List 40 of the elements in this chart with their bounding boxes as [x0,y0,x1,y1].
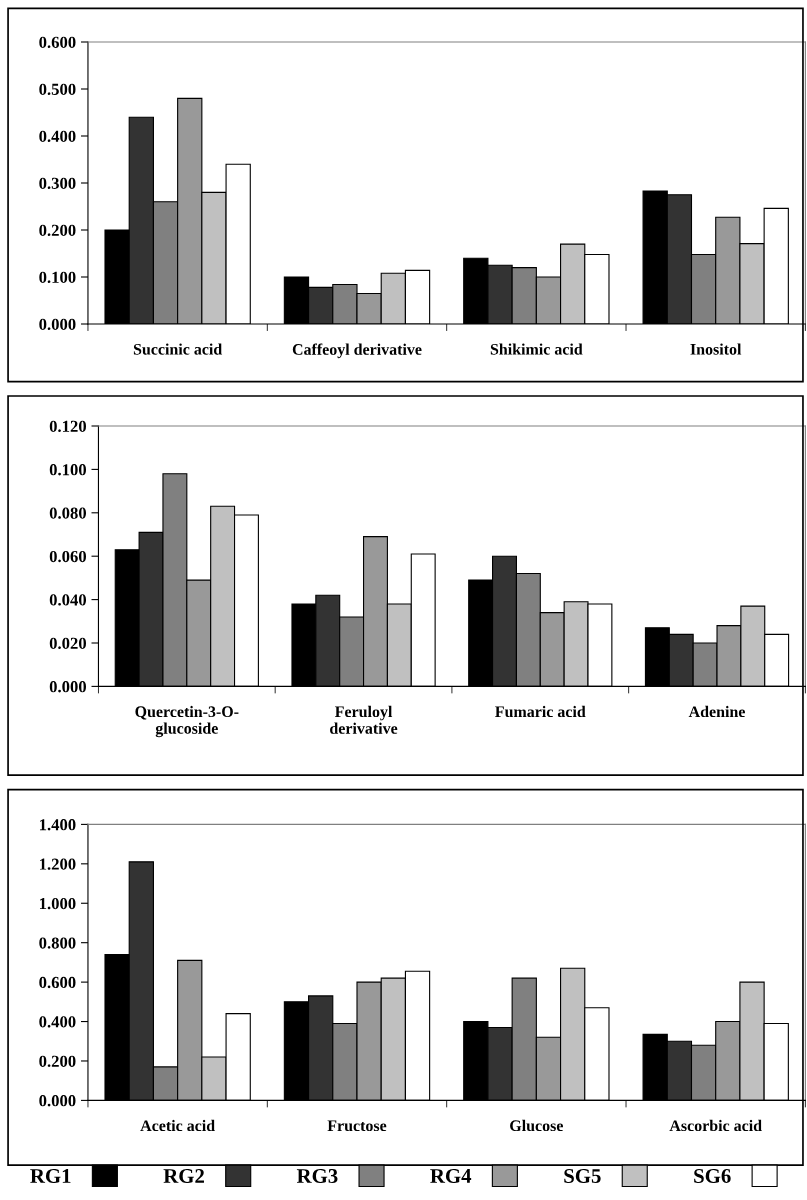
y-tick-label: 0.600 [39,36,76,49]
y-tick-label: 0.400 [39,1016,76,1028]
y-tick-label: 0.040 [49,594,87,606]
y-tick-label: 0.060 [49,550,87,563]
y-tick-label: 0.800 [39,937,76,949]
legend-label: RG3 [296,1169,338,1184]
x-tick-label: Quercetin-3-O- glucoside [135,705,239,738]
legend-label: SG5 [564,1169,601,1184]
y-tick-label: 0.500 [39,83,76,96]
x-tick-label: Adenine [688,705,746,718]
x-tick-label: Inositol [690,343,742,355]
legend-label: SG6 [694,1169,731,1184]
y-tick-label: 1.000 [39,897,76,910]
y-tick-label: 0.000 [49,681,87,693]
y-tick-label: 0.020 [49,637,87,650]
y-tick-label: 0.600 [39,976,76,989]
y-tick-label: 0.200 [39,224,76,237]
x-tick-label: Feruloyl derivative [330,705,398,734]
x-tick-label: Acetic acid [140,1119,215,1132]
legend-label: RG1 [30,1169,71,1184]
y-tick-label: 0.000 [39,1095,76,1107]
y-tick-label: 0.300 [39,177,76,190]
legend-label: RG4 [430,1169,472,1184]
x-tick-label: Ascorbic acid [669,1119,762,1132]
legend-label: RG2 [163,1169,204,1184]
y-tick-label: 0.080 [49,507,87,519]
x-tick-label: Fumaric acid [495,705,586,718]
y-tick-label: 0.120 [49,420,87,433]
x-tick-label: Succinic acid [133,343,223,355]
x-tick-label: Glucose [510,1119,563,1132]
y-tick-label: 0.100 [39,271,76,284]
y-tick-label: 0.200 [39,1055,76,1067]
x-tick-label: Shikimic acid [490,343,583,355]
y-tick-label: 0.000 [39,318,76,331]
x-tick-label: Fructose [327,1120,387,1132]
x-tick-label: Caffeoyl derivative [292,343,422,359]
y-tick-label: 1.200 [39,858,76,870]
y-tick-label: 0.400 [39,130,76,143]
y-tick-label: 0.100 [49,464,87,476]
y-tick-label: 1.400 [39,819,76,831]
